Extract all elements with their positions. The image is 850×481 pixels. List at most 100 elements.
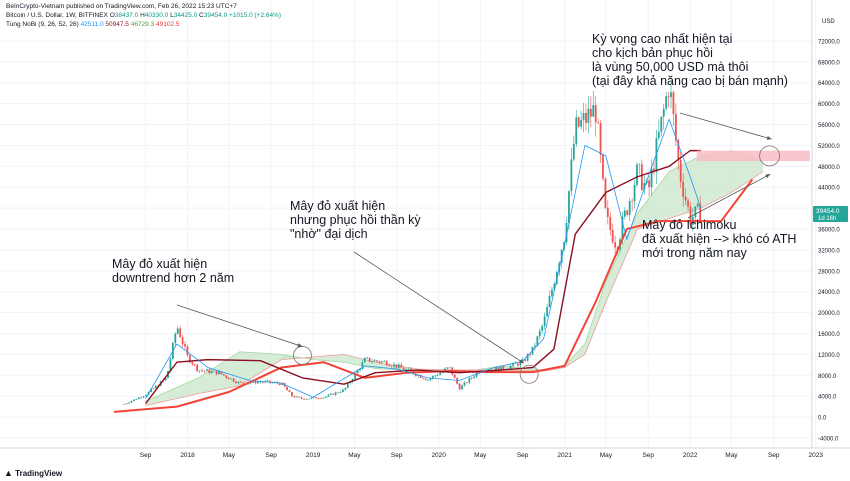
candle — [551, 289, 553, 296]
candle — [407, 368, 410, 370]
candle — [553, 283, 556, 290]
candle — [203, 370, 206, 372]
candle — [176, 328, 179, 334]
kijun-sen-line — [145, 149, 701, 404]
candle — [395, 364, 398, 368]
candle — [383, 361, 386, 362]
time-tick-label: 2019 — [306, 452, 321, 459]
ichimoku-cloud — [145, 150, 764, 406]
time-tick-label: 2018 — [180, 452, 195, 459]
candle — [215, 370, 218, 375]
candle — [626, 210, 629, 215]
candle — [660, 116, 663, 132]
highlight-circle — [293, 346, 312, 365]
candle — [235, 381, 237, 384]
candle — [414, 374, 417, 376]
time-tick-label: 2023 — [808, 452, 823, 459]
candle — [325, 396, 327, 398]
candle — [672, 92, 675, 115]
candle — [123, 404, 126, 405]
candle — [422, 377, 425, 379]
candle — [517, 363, 519, 366]
candle — [257, 381, 259, 384]
candle — [419, 374, 422, 378]
candle — [191, 362, 194, 365]
candle — [439, 372, 442, 376]
candle — [225, 375, 228, 378]
candle — [320, 398, 322, 400]
candle — [512, 363, 514, 366]
candle — [429, 378, 432, 380]
time-tick-label: Sep — [517, 452, 529, 459]
time-axis[interactable]: Sep 2018 May Sep 2019 May Sep 2020 May Sep 2021 May… — [140, 452, 850, 459]
candle — [308, 398, 310, 400]
candle — [154, 385, 157, 389]
candle — [536, 336, 539, 346]
candle — [405, 369, 408, 370]
candle — [388, 365, 391, 366]
candle — [310, 397, 313, 399]
candle — [179, 328, 182, 338]
candle — [281, 382, 284, 385]
candle — [184, 344, 186, 347]
ichimoku-lines — [113, 118, 754, 413]
candle — [689, 206, 692, 225]
candle — [665, 96, 668, 109]
tradingview-logo-icon: ▲ — [4, 468, 13, 478]
candle — [140, 397, 143, 399]
price-tick-label: 36000.0 — [818, 228, 840, 234]
currency-label: USD — [822, 19, 835, 25]
symbol-name[interactable]: Bitcoin / U.S. Dollar, 1W, BITFINEX — [6, 12, 108, 19]
candle — [529, 354, 531, 355]
candle — [125, 403, 128, 405]
candle — [575, 117, 578, 144]
candle — [208, 369, 211, 374]
highlight-circle — [519, 364, 539, 384]
candle — [137, 397, 140, 400]
candle — [232, 378, 235, 382]
candle — [497, 367, 500, 372]
candle — [614, 242, 617, 248]
candle — [631, 200, 634, 202]
price-tick-label: 16000.0 — [818, 332, 840, 338]
price-tick-label: 28000.0 — [818, 269, 840, 275]
price-axis[interactable]: -4000.0 0.0 4000.0 8000.0 12000.0 16000.0 2000… — [818, 39, 840, 442]
candle — [667, 96, 670, 98]
indicator-name[interactable]: Tung NoBi (9, 26, 52, 26) — [6, 21, 79, 28]
candle — [327, 394, 330, 397]
candle — [145, 394, 148, 397]
tradingview-logo[interactable]: ▲ TradingView — [4, 468, 62, 478]
brand-label: TradingView — [15, 469, 63, 478]
candle — [609, 216, 612, 230]
annotation-mid: Mây đỏ xuất hiện nhưng phục hồi thần kỳ … — [290, 199, 421, 241]
candle — [633, 185, 636, 202]
candle — [400, 364, 403, 368]
time-tick-label: Sep — [265, 452, 277, 459]
ohlc-change: +1015.0 (+2.64%) — [229, 12, 282, 19]
candle — [640, 164, 643, 190]
candle — [589, 108, 592, 117]
candle — [434, 375, 437, 377]
candle — [218, 371, 220, 375]
candle — [380, 361, 383, 363]
price-tick-label: 48000.0 — [818, 165, 840, 171]
candle — [317, 398, 320, 400]
candle — [293, 396, 296, 398]
candle — [378, 361, 381, 363]
ohlc-open: O38437.0 — [109, 12, 139, 19]
candle — [312, 397, 315, 398]
price-tick-label: 68000.0 — [818, 60, 840, 66]
candle — [169, 358, 172, 371]
candle — [674, 114, 677, 141]
price-tick-label: 0.0 — [818, 416, 827, 422]
candle — [300, 397, 303, 399]
target-zone — [696, 150, 810, 162]
candle — [638, 164, 641, 166]
time-tick-label: Sep — [391, 452, 403, 459]
span-b-value: 49102.5 — [156, 21, 180, 28]
candle — [305, 398, 308, 400]
candle — [205, 369, 208, 372]
time-tick-label: May — [223, 452, 236, 459]
candle — [220, 371, 223, 375]
